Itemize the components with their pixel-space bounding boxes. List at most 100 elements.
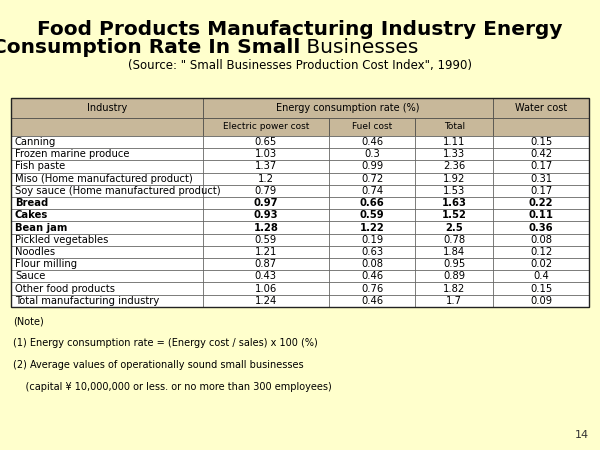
- Text: Food Products Manufacturing Industry Energy: Food Products Manufacturing Industry Ene…: [37, 20, 563, 39]
- Text: 0.93: 0.93: [254, 210, 278, 220]
- Bar: [493, 98, 589, 118]
- Bar: [493, 185, 589, 197]
- Bar: [493, 295, 589, 307]
- Bar: [415, 185, 493, 197]
- Bar: [329, 234, 415, 246]
- Bar: [203, 258, 329, 270]
- Bar: [493, 118, 589, 136]
- Text: 1.06: 1.06: [254, 284, 277, 293]
- Bar: [415, 283, 493, 295]
- Text: 0.12: 0.12: [530, 247, 553, 257]
- Bar: [493, 258, 589, 270]
- Text: Cakes: Cakes: [15, 210, 48, 220]
- Text: 14: 14: [575, 430, 589, 440]
- Text: 1.52: 1.52: [442, 210, 467, 220]
- Text: 0.63: 0.63: [361, 247, 383, 257]
- Bar: [11, 98, 203, 118]
- Bar: [203, 270, 329, 283]
- Bar: [329, 197, 415, 209]
- Bar: [493, 270, 589, 283]
- Text: Businesses: Businesses: [300, 38, 418, 57]
- Text: 1.2: 1.2: [258, 174, 274, 184]
- Text: (Note): (Note): [13, 317, 44, 327]
- Text: Industry: Industry: [86, 103, 127, 113]
- Bar: [11, 295, 203, 307]
- Bar: [11, 197, 203, 209]
- Text: (Source: " Small Businesses Production Cost Index", 1990): (Source: " Small Businesses Production C…: [128, 59, 472, 72]
- Text: Consumption Rate In Small Businesses: Consumption Rate In Small Businesses: [104, 38, 496, 57]
- Text: Miso (Home manufactured product): Miso (Home manufactured product): [15, 174, 193, 184]
- Text: Fish paste: Fish paste: [15, 162, 65, 171]
- Text: Pickled vegetables: Pickled vegetables: [15, 235, 109, 245]
- Text: 1.63: 1.63: [442, 198, 467, 208]
- Bar: [11, 209, 203, 221]
- Text: 1.82: 1.82: [443, 284, 466, 293]
- Text: (capital ¥ 10,000,000 or less. or no more than 300 employees): (capital ¥ 10,000,000 or less. or no mor…: [13, 382, 332, 392]
- Bar: [493, 234, 589, 246]
- Text: 0.4: 0.4: [533, 271, 549, 281]
- Text: 0.31: 0.31: [530, 174, 552, 184]
- Text: 0.3: 0.3: [364, 149, 380, 159]
- Text: 0.46: 0.46: [361, 137, 383, 147]
- Text: 1.21: 1.21: [254, 247, 277, 257]
- Text: 2.5: 2.5: [445, 222, 463, 233]
- Bar: [203, 185, 329, 197]
- Text: 0.97: 0.97: [254, 198, 278, 208]
- Text: 0.95: 0.95: [443, 259, 466, 269]
- Bar: [329, 185, 415, 197]
- Text: Consumption Rate In Small: Consumption Rate In Small: [0, 38, 300, 57]
- Bar: [11, 234, 203, 246]
- Bar: [493, 148, 589, 160]
- Bar: [203, 295, 329, 307]
- Bar: [11, 246, 203, 258]
- Bar: [11, 118, 203, 136]
- Bar: [415, 234, 493, 246]
- Bar: [415, 148, 493, 160]
- Text: 0.79: 0.79: [254, 186, 277, 196]
- Bar: [329, 283, 415, 295]
- Text: 1.11: 1.11: [443, 137, 466, 147]
- Text: 0.09: 0.09: [530, 296, 552, 306]
- Bar: [415, 136, 493, 148]
- Text: 1.24: 1.24: [254, 296, 277, 306]
- Text: Flour milling: Flour milling: [15, 259, 77, 269]
- Text: 0.17: 0.17: [530, 186, 553, 196]
- Bar: [203, 148, 329, 160]
- Text: 0.15: 0.15: [530, 284, 553, 293]
- Bar: [203, 234, 329, 246]
- Text: 0.08: 0.08: [361, 259, 383, 269]
- Text: Soy sauce (Home manufactured product): Soy sauce (Home manufactured product): [15, 186, 221, 196]
- Bar: [203, 221, 329, 234]
- Bar: [415, 221, 493, 234]
- Text: (2) Average values of operationally sound small businesses: (2) Average values of operationally soun…: [13, 360, 304, 370]
- Text: 0.17: 0.17: [530, 162, 553, 171]
- Bar: [203, 246, 329, 258]
- Text: Frozen marine produce: Frozen marine produce: [15, 149, 130, 159]
- Bar: [329, 209, 415, 221]
- Text: 0.19: 0.19: [361, 235, 383, 245]
- Bar: [329, 148, 415, 160]
- Text: Total manufacturing industry: Total manufacturing industry: [15, 296, 159, 306]
- Text: (1) Energy consumption rate = (Energy cost / sales) x 100 (%): (1) Energy consumption rate = (Energy co…: [13, 338, 318, 348]
- Text: 0.72: 0.72: [361, 174, 383, 184]
- Text: 1.28: 1.28: [253, 222, 278, 233]
- Text: 0.76: 0.76: [361, 284, 383, 293]
- Bar: [329, 160, 415, 172]
- Bar: [493, 197, 589, 209]
- Bar: [203, 98, 493, 118]
- Text: 1.33: 1.33: [443, 149, 465, 159]
- Bar: [415, 246, 493, 258]
- Bar: [329, 118, 415, 136]
- Bar: [203, 136, 329, 148]
- Bar: [415, 209, 493, 221]
- Text: 0.43: 0.43: [255, 271, 277, 281]
- Text: 0.59: 0.59: [254, 235, 277, 245]
- Bar: [329, 221, 415, 234]
- Text: Energy consumption rate (%): Energy consumption rate (%): [276, 103, 420, 113]
- Bar: [11, 185, 203, 197]
- Text: 0.42: 0.42: [530, 149, 552, 159]
- Bar: [493, 172, 589, 185]
- Bar: [415, 172, 493, 185]
- Bar: [203, 160, 329, 172]
- Bar: [11, 283, 203, 295]
